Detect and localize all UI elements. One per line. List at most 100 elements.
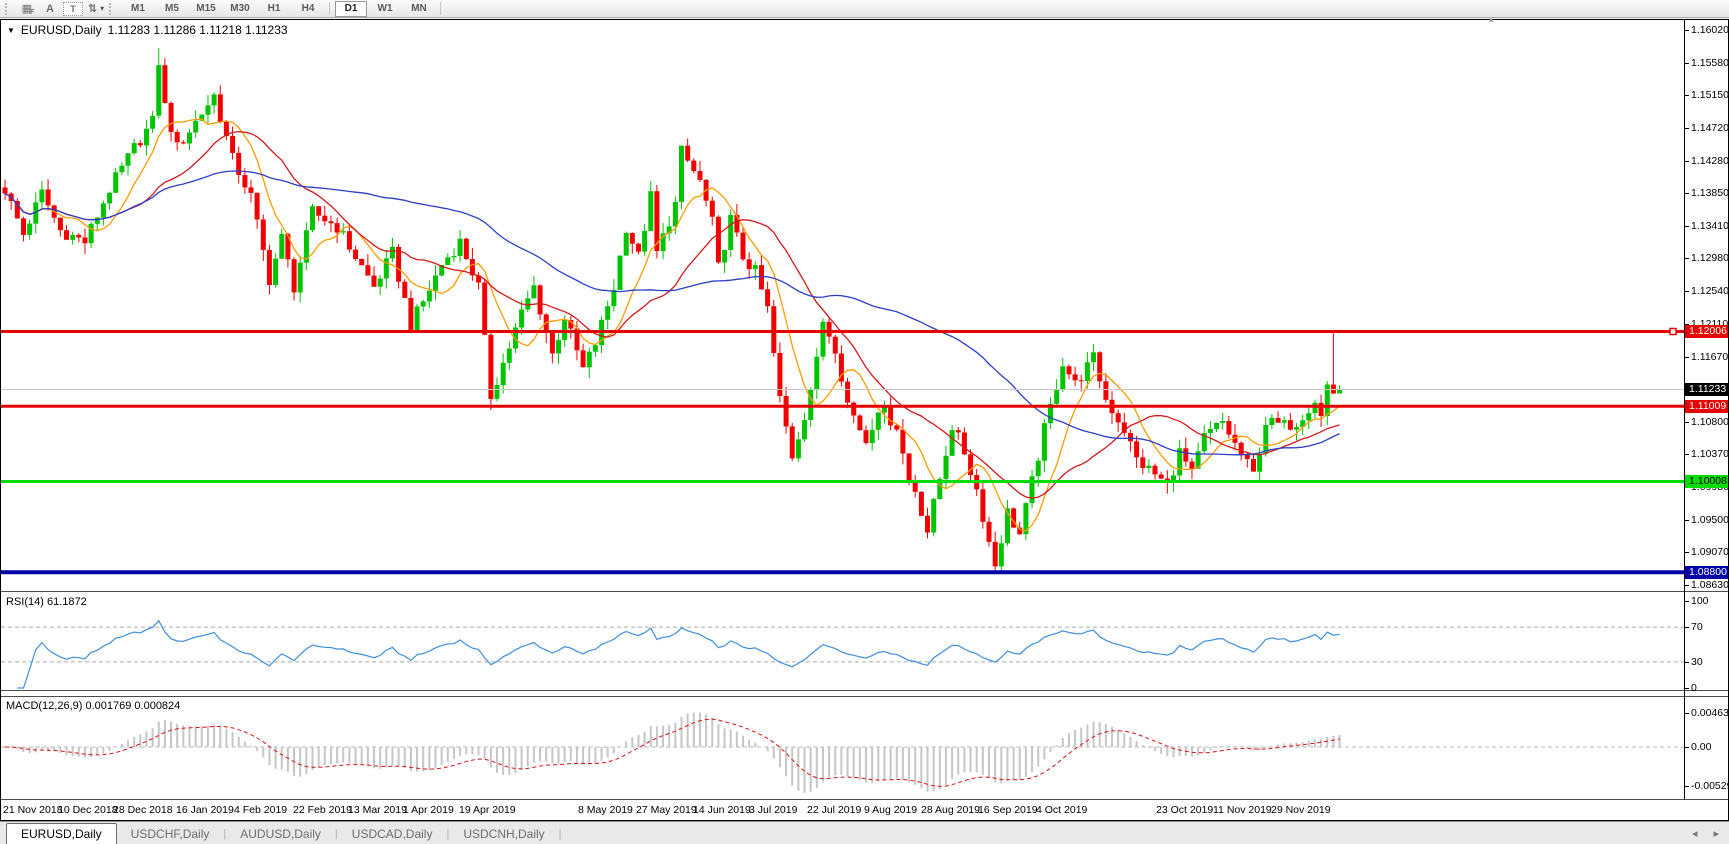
- candle: [1201, 425, 1207, 454]
- candle: [131, 139, 137, 155]
- collapse-triangle-icon[interactable]: ▼: [7, 25, 15, 35]
- axis-tick-mark: [1685, 747, 1689, 748]
- panel-divider[interactable]: [1, 696, 1728, 697]
- date-label: 23 Oct 2019: [1156, 804, 1214, 816]
- candle: [955, 427, 961, 440]
- timeframe-button-m5[interactable]: M5: [165, 2, 179, 14]
- candle: [1023, 502, 1029, 541]
- candle: [654, 185, 660, 259]
- timeframe-button-m15[interactable]: M15: [196, 2, 216, 14]
- tab-separator: |: [223, 828, 227, 840]
- timeframe-button-w1[interactable]: W1: [377, 2, 393, 14]
- toolbar-grip-2[interactable]: [109, 2, 115, 15]
- main-price-plot[interactable]: [1, 20, 1684, 591]
- price-tag-1.11009: 1.11009: [1685, 399, 1728, 413]
- text-label-icon[interactable]: T: [63, 1, 83, 16]
- candle: [851, 401, 857, 423]
- candle: [1312, 399, 1318, 420]
- arrows-icon[interactable]: ⇅ ▾: [87, 3, 105, 15]
- axis-tick-mark: [1685, 454, 1689, 456]
- panel-divider[interactable]: [1, 799, 1728, 800]
- ma-line-21[interactable]: [4, 130, 1340, 499]
- date-label: 4 Oct 2019: [1036, 804, 1088, 816]
- chart-ohlc-title: ▼ EURUSD,Daily 1.11283 1.11286 1.11218 1…: [7, 23, 288, 37]
- date-label: 10 Dec 2018: [58, 804, 118, 816]
- candle: [1066, 364, 1072, 380]
- toolbar-grip[interactable]: [5, 2, 11, 15]
- timeframe-button-h4[interactable]: H4: [301, 2, 315, 14]
- price-tick: 1.09500: [1691, 513, 1729, 526]
- tab-usdcnh-daily[interactable]: USDCNH,Daily: [463, 827, 545, 841]
- timeframe-button-d1[interactable]: D1: [335, 0, 367, 17]
- candle: [1281, 416, 1287, 429]
- price-axis[interactable]: 1.16020 1.15580 1.15150 1.14720 1.14280 1.138…: [1685, 20, 1729, 800]
- price-tick: 1.11670: [1691, 350, 1729, 363]
- ma-line-55[interactable]: [4, 170, 1340, 456]
- price-tag-1.10008: 1.10008: [1685, 475, 1728, 488]
- font-a-icon[interactable]: A: [46, 2, 54, 15]
- candle: [377, 275, 383, 296]
- axis-tick-mark: [1685, 258, 1689, 260]
- grid-f-icon[interactable]: ▦ F: [19, 1, 37, 16]
- macd-plot[interactable]: [1, 697, 1684, 799]
- panel-divider[interactable]: [1, 690, 1728, 691]
- axis-tick-mark: [1685, 291, 1689, 293]
- tab-scroll-right-icon[interactable]: ▸: [1713, 828, 1719, 840]
- candle: [1275, 411, 1281, 423]
- candle: [556, 333, 561, 364]
- candle: [1263, 416, 1269, 457]
- axis-tick-mark: [1685, 193, 1689, 194]
- candle: [931, 497, 937, 537]
- candle: [660, 223, 666, 260]
- tab-scroll-left-icon[interactable]: ◂: [1691, 828, 1698, 840]
- tab-scroll-arrows: ◂ ▸: [1692, 827, 1719, 840]
- axis-tick-mark: [1685, 519, 1689, 521]
- tab-audusd-daily[interactable]: AUDUSD,Daily: [240, 827, 321, 841]
- candle: [64, 225, 69, 240]
- tab-eurusd-daily[interactable]: EURUSD,Daily: [6, 823, 117, 844]
- tab-separator: |: [446, 828, 450, 840]
- candle: [728, 209, 734, 257]
- rsi-plot[interactable]: [1, 593, 1684, 690]
- panel-divider[interactable]: [1, 591, 1728, 592]
- candle: [1072, 366, 1078, 387]
- ma-line-8[interactable]: [4, 118, 1341, 532]
- candle: [113, 168, 119, 193]
- candle: [666, 215, 672, 241]
- candle: [371, 266, 377, 288]
- candle: [1330, 331, 1336, 394]
- timeframe-button-m1[interactable]: M1: [131, 2, 145, 14]
- date-label: 13 Mar 2019: [348, 804, 407, 816]
- axis-tick-mark: [1685, 323, 1689, 325]
- date-label: 14 Jun 2019: [693, 804, 751, 816]
- symbol-label: EURUSD,Daily: [20, 23, 102, 37]
- arrows-dropdown-caret[interactable]: ▾: [100, 4, 105, 13]
- axis-tick-mark: [1685, 713, 1689, 715]
- scroll-up-indicator[interactable]: ▴: [1489, 14, 1494, 24]
- axis-tick-mark: [1685, 127, 1689, 129]
- candle: [193, 110, 199, 138]
- timeframe-button-h1[interactable]: H1: [267, 2, 281, 14]
- candle: [722, 249, 728, 273]
- candle: [992, 531, 998, 573]
- rsi-line: [17, 619, 1340, 689]
- axis-tick-mark: [1685, 30, 1689, 31]
- price-tick: 1.12540: [1691, 285, 1729, 298]
- candle: [863, 425, 869, 445]
- tab-usdchf-daily[interactable]: USDCHF,Daily: [130, 827, 210, 841]
- resistance-line-112006-handle[interactable]: [1669, 327, 1677, 336]
- timeframe-button-mn[interactable]: MN: [411, 2, 427, 14]
- timeframe-button-m30[interactable]: M30: [230, 2, 250, 14]
- candle: [531, 275, 537, 299]
- candle: [783, 387, 789, 434]
- candle: [543, 313, 549, 344]
- candle: [900, 419, 906, 465]
- date-label: 29 Nov 2019: [1271, 804, 1331, 816]
- time-axis[interactable]: 21 Nov 2018 10 Dec 2018 28 Dec 2018 16 Jan …: [1, 800, 1684, 820]
- candle: [580, 343, 586, 368]
- tab-usdcad-daily[interactable]: USDCAD,Daily: [351, 827, 433, 841]
- grid-f-sub: F: [30, 8, 35, 16]
- candle: [709, 196, 715, 226]
- candle: [273, 253, 279, 288]
- candle: [1091, 344, 1096, 372]
